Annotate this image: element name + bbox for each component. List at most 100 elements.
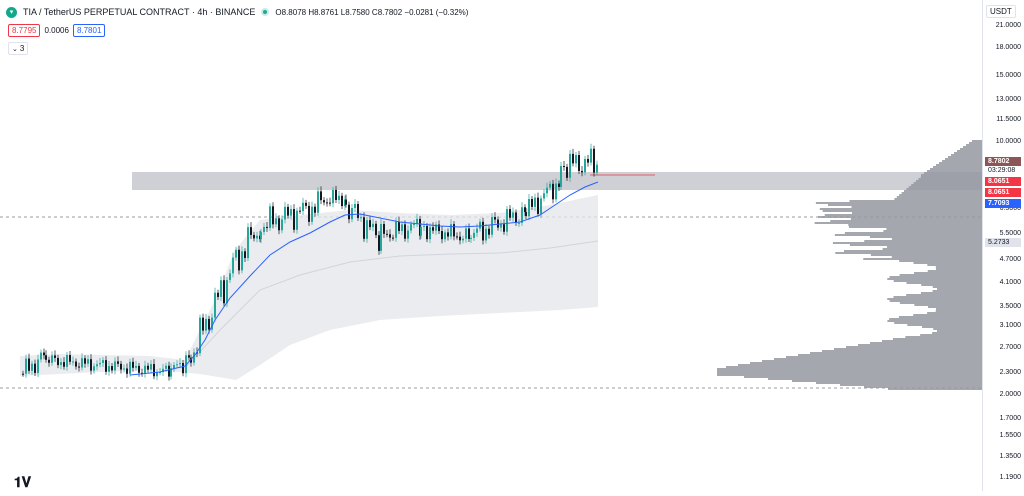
price-tick-label: 10.0000 bbox=[995, 138, 1021, 145]
candle-body bbox=[386, 233, 388, 235]
profile-bar bbox=[927, 306, 982, 308]
candle-body bbox=[549, 183, 551, 188]
profile-bar bbox=[932, 332, 982, 334]
profile-bar bbox=[726, 366, 982, 368]
candle-body bbox=[459, 236, 461, 241]
candle-body bbox=[263, 226, 265, 232]
candle-body bbox=[357, 203, 359, 218]
profile-bar bbox=[908, 186, 982, 188]
profile-bar bbox=[848, 224, 982, 226]
sell-price-button[interactable]: 8.7795 bbox=[8, 24, 41, 37]
candle-body bbox=[509, 209, 511, 218]
profile-bar bbox=[936, 308, 982, 310]
candle-body bbox=[138, 365, 140, 373]
candle-body bbox=[45, 355, 47, 360]
candle-body bbox=[447, 232, 449, 237]
candle-body bbox=[90, 359, 92, 371]
profile-bar bbox=[914, 304, 982, 306]
profile-bar bbox=[864, 240, 982, 242]
price-chart[interactable] bbox=[0, 0, 982, 491]
profile-bar bbox=[889, 276, 982, 278]
profile-bar bbox=[906, 294, 982, 296]
profile-bar bbox=[717, 372, 982, 374]
chart-pane[interactable]: ▾ TIA / TetherUS PERPETUAL CONTRACT · 4h… bbox=[0, 0, 982, 491]
candle-body bbox=[479, 221, 481, 229]
candle-body bbox=[25, 358, 27, 374]
profile-bar bbox=[913, 182, 982, 184]
profile-bar bbox=[870, 254, 982, 256]
price-tick-label: 4.1000 bbox=[999, 279, 1021, 286]
profile-bar bbox=[933, 328, 982, 330]
profile-bar bbox=[948, 156, 982, 158]
tradingview-logo-icon[interactable]: 𝟏𝐕 bbox=[14, 474, 32, 490]
tia-logo-icon: ▾ bbox=[6, 6, 17, 18]
price-tick-label: 2.0000 bbox=[999, 391, 1021, 398]
candle-body bbox=[99, 362, 101, 365]
candle-body bbox=[528, 199, 530, 217]
profile-bar bbox=[844, 232, 982, 234]
profile-bar bbox=[835, 252, 982, 254]
profile-bar bbox=[904, 190, 982, 192]
bid-ask-row: 8.7795 0.0006 8.7801 bbox=[8, 24, 106, 37]
profile-bar bbox=[834, 348, 982, 350]
candle-body bbox=[182, 363, 184, 374]
candle-body bbox=[199, 317, 201, 354]
candle-body bbox=[521, 207, 523, 223]
profile-bar bbox=[849, 244, 982, 246]
profile-bar bbox=[738, 364, 982, 366]
price-tick-label: 4.7000 bbox=[999, 256, 1021, 263]
profile-bar bbox=[927, 270, 982, 272]
candle-body bbox=[512, 212, 514, 218]
profile-bar bbox=[815, 202, 982, 204]
price-tick-label: 3.5000 bbox=[999, 303, 1021, 310]
profile-bar bbox=[935, 266, 982, 268]
candle-body bbox=[351, 208, 353, 220]
profile-bar bbox=[832, 242, 982, 244]
profile-bar bbox=[969, 142, 982, 144]
candle-body bbox=[515, 212, 517, 223]
profile-bar bbox=[887, 278, 982, 280]
candle-body bbox=[302, 202, 304, 212]
candle-body bbox=[423, 225, 425, 227]
profile-bar bbox=[768, 378, 982, 380]
currency-select[interactable]: USDT bbox=[986, 5, 1016, 18]
profile-bar bbox=[905, 336, 982, 338]
candle-body bbox=[241, 251, 243, 271]
symbol-title[interactable]: TIA / TetherUS PERPETUAL CONTRACT · 4h ·… bbox=[23, 7, 256, 17]
candle-body bbox=[293, 209, 295, 230]
candle-body bbox=[389, 234, 391, 238]
profile-bar bbox=[932, 286, 982, 288]
candle-body bbox=[111, 366, 113, 371]
profile-bar bbox=[717, 368, 982, 370]
candle-body bbox=[229, 273, 231, 281]
candle-body bbox=[72, 361, 74, 363]
candle-body bbox=[31, 363, 33, 371]
candle-body bbox=[214, 292, 216, 318]
candle-body bbox=[48, 359, 50, 363]
candle-body bbox=[317, 191, 319, 213]
candle-body bbox=[54, 355, 56, 358]
candle-body bbox=[590, 148, 592, 163]
candle-body bbox=[96, 364, 98, 367]
profile-bar bbox=[936, 164, 982, 166]
candle-body bbox=[578, 155, 580, 171]
candle-body bbox=[126, 368, 128, 374]
candle-body bbox=[566, 166, 568, 178]
candle-body bbox=[296, 210, 298, 230]
candle-body bbox=[147, 365, 149, 370]
candle-body bbox=[462, 238, 464, 241]
profile-bar bbox=[824, 214, 982, 216]
profile-bar bbox=[918, 178, 982, 180]
profile-bar bbox=[914, 272, 982, 274]
indicators-count: 3 bbox=[19, 44, 25, 53]
candle-body bbox=[354, 203, 356, 209]
buy-price-button[interactable]: 8.7801 bbox=[72, 24, 106, 37]
price-tick-label: 1.5500 bbox=[999, 432, 1021, 439]
candle-body bbox=[205, 318, 207, 331]
profile-bar bbox=[810, 352, 982, 354]
candle-body bbox=[244, 251, 246, 259]
candle-body bbox=[503, 224, 505, 232]
profile-bar bbox=[945, 158, 982, 160]
indicators-toggle[interactable]: ⌄ 3 bbox=[8, 42, 29, 55]
candle-body bbox=[531, 199, 533, 207]
